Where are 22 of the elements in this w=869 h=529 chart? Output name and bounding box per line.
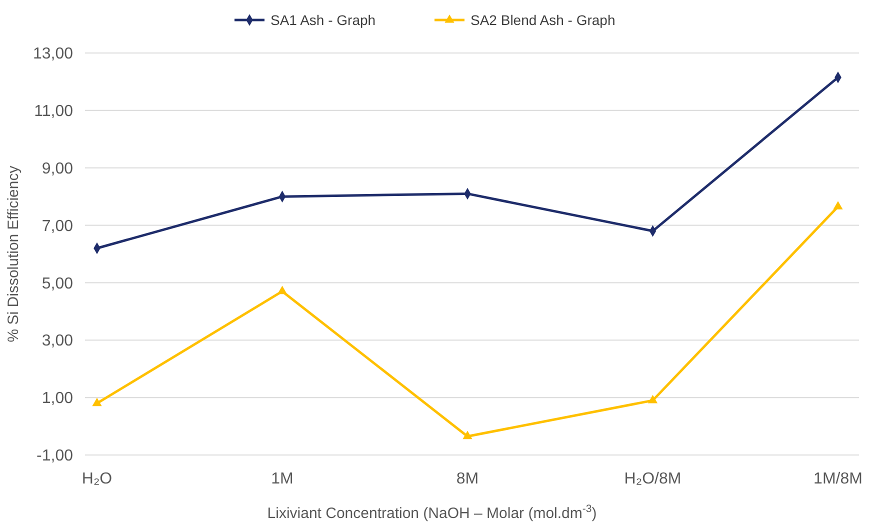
point [833,201,843,210]
y-tick-label: 13,00 [32,46,74,63]
point [462,430,472,440]
point [92,398,102,406]
y-axis-title: % Si Dissolution Efficiency [5,165,22,342]
y-tick-label: 3,00 [42,332,74,350]
x-tick-label: 8M [456,470,479,488]
legend-label: SA2 Blend Ash - Graph [470,12,616,28]
point [277,286,288,294]
x-tick-label: 1M/8M [814,470,862,488]
y-tick-label: 9,00 [42,160,74,178]
legend-label: SA1 Ash - Graph [270,12,376,28]
x-tick-label: H₂O [82,470,112,488]
y-tick-label: 7,00 [42,218,74,235]
y-tick-label: 5,00 [42,275,74,292]
x-axis-title: Lixiviant Concentration (NaOH – Molar (mol.dm$^{-3}$) [267,503,597,522]
y-tick-label: -1,00 [36,448,74,465]
y-tick-label: 1,00 [42,390,74,408]
x-tick-label: H₂O/8M [624,470,682,488]
x-tick-label: 1M [271,470,294,488]
point [648,394,658,404]
y-tick-label: 11,00 [34,103,74,120]
